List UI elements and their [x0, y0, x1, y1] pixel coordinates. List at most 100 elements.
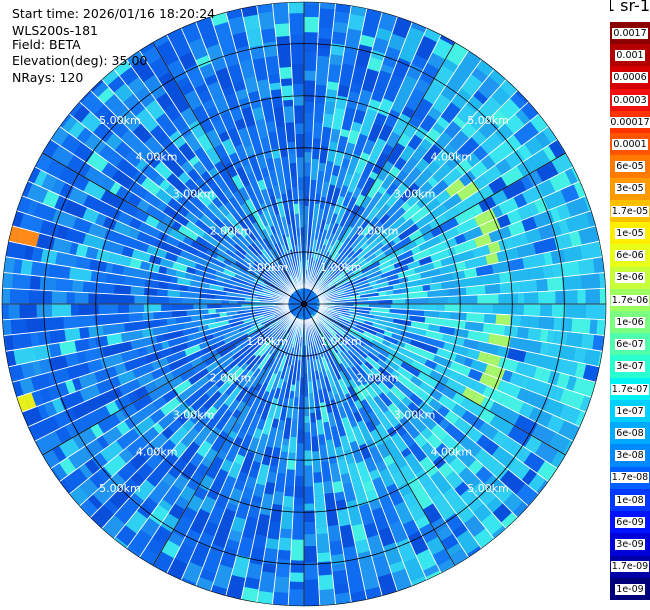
range-bin-cell — [145, 537, 165, 556]
colorbar-swatch: 1.7e-08 — [610, 466, 650, 490]
range-bin-cell — [227, 296, 246, 301]
range-bin-cell — [244, 252, 256, 263]
range-bin-cell — [465, 312, 485, 323]
range-bin-cell — [423, 28, 442, 43]
range-bin-cell — [169, 425, 189, 446]
range-bin-cell — [9, 288, 30, 304]
range-bin-cell — [304, 534, 317, 547]
range-bin-cell — [198, 474, 215, 492]
range-bin-cell — [314, 495, 326, 515]
range-bin-cell — [410, 205, 431, 224]
range-bin-cell — [296, 157, 304, 178]
range-bin-cell — [377, 285, 394, 293]
range-bin-cell — [182, 418, 196, 432]
range-bin-cell — [294, 123, 304, 135]
range-bin-cell — [239, 450, 256, 475]
range-bin-cell — [324, 313, 338, 321]
range-bin-cell — [109, 118, 130, 139]
range-bin-cell — [559, 388, 585, 410]
range-bin-cell — [196, 190, 213, 208]
range-bin-cell — [94, 104, 111, 122]
range-bin-cell — [533, 366, 545, 381]
range-bin-cell — [345, 310, 367, 318]
range-bin-cell — [116, 428, 140, 451]
range-bin-cell — [313, 261, 321, 275]
range-bin-cell — [304, 101, 315, 114]
range-bin-cell — [304, 2, 320, 5]
range-bin-cell — [335, 333, 350, 348]
ray-gap-line — [312, 50, 469, 292]
range-bin-cell — [484, 283, 501, 295]
range-bin-cell — [335, 204, 348, 225]
range-bin-cell — [144, 214, 160, 229]
range-bin-cell — [238, 267, 248, 275]
range-bin-cell — [264, 224, 274, 237]
range-bin-cell — [230, 276, 249, 286]
range-bin-cell — [510, 268, 530, 283]
range-bin-cell — [351, 247, 364, 259]
range-bin-cell — [415, 334, 433, 346]
range-bin-cell — [12, 273, 31, 290]
range-bin-cell — [378, 213, 391, 225]
range-bin-cell — [221, 86, 236, 97]
range-bin-cell — [105, 262, 114, 274]
range-bin-cell — [269, 503, 283, 523]
range-bin-cell — [179, 368, 196, 382]
range-bin-cell — [75, 243, 89, 258]
range-bin-cell — [573, 347, 587, 364]
range-bin-cell — [139, 42, 156, 55]
ray-gap-line — [319, 304, 606, 321]
range-bin-cell — [227, 430, 238, 440]
range-bin-cell — [400, 447, 412, 458]
range-bin-cell — [416, 189, 438, 209]
range-bin-cell — [418, 381, 435, 396]
range-bin-cell — [229, 262, 241, 271]
range-bin-cell — [332, 346, 339, 354]
range-bin-cell — [295, 443, 304, 462]
range-bin-cell — [410, 375, 423, 388]
colorbar-swatch: 3e-07 — [610, 355, 650, 379]
range-bin-cell — [168, 130, 187, 149]
range-bin-cell — [387, 33, 406, 52]
range-bin-cell — [585, 288, 600, 304]
range-bin-cell — [140, 426, 160, 445]
range-bin-cell — [63, 467, 88, 492]
range-bin-cell — [368, 446, 384, 464]
range-bin-cell — [354, 285, 373, 294]
colorbar-swatch: 0.0017 — [610, 22, 650, 45]
range-bin-cell — [364, 586, 383, 600]
range-bin-cell — [347, 573, 365, 594]
range-bin-cell — [205, 248, 219, 259]
range-bin-cell — [380, 174, 396, 190]
range-bin-cell — [190, 392, 211, 412]
range-bin-cell — [502, 179, 527, 200]
range-bin-cell — [471, 129, 488, 146]
range-bin-cell — [217, 243, 229, 253]
ray-gap-line — [315, 313, 539, 495]
range-bin-cell — [217, 381, 231, 395]
range-bin-cell — [344, 213, 355, 228]
range-bin-cell — [534, 441, 559, 464]
range-bin-cell — [521, 468, 538, 486]
range-bin-cell — [226, 237, 237, 248]
range-bin-cell — [34, 169, 48, 187]
range-bin-cell — [334, 3, 352, 14]
range-bin-cell — [419, 456, 439, 478]
range-bin-cell — [185, 220, 206, 238]
colorbar-swatch: 6e-08 — [610, 422, 650, 445]
ray-gap-line — [2, 304, 289, 321]
range-bin-cell — [393, 379, 414, 399]
range-bin-cell — [136, 462, 155, 481]
range-bin-cell — [366, 205, 381, 222]
range-bin-cell — [378, 12, 398, 32]
range-bin-cell — [221, 232, 230, 242]
range-bin-cell — [319, 333, 328, 347]
range-bin-cell — [501, 369, 513, 383]
range-bin-cell — [253, 238, 264, 251]
range-bin-cell — [344, 196, 358, 216]
range-bin-cell — [550, 221, 562, 237]
range-bin-cell — [271, 266, 280, 276]
range-bin-cell — [353, 271, 363, 279]
colorbar-tick-label: 3e-06 — [615, 272, 645, 284]
range-bin-cell — [422, 564, 440, 578]
